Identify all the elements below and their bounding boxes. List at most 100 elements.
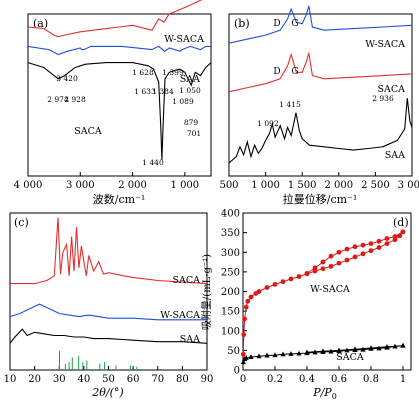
series-label: W-SACA <box>160 310 200 321</box>
data-point <box>384 344 390 349</box>
panel-b-xlabel: 拉曼位移/cm⁻¹ <box>283 192 358 206</box>
x-tick-label: 40 <box>78 374 91 385</box>
peak-annotation: 1 092 <box>257 119 279 128</box>
panel-c-label: (c) <box>14 216 29 229</box>
peak-annotation: 1 628 <box>132 68 154 77</box>
peak-annotation: 1 440 <box>142 158 164 167</box>
peak-annotation: 1 415 <box>279 100 301 109</box>
peak-annotation: 1 399 <box>162 68 184 77</box>
x-tick-label: 2 000 <box>118 180 147 191</box>
peak-annotation: 2 974 <box>47 95 69 104</box>
x-tick-label: 20 <box>28 374 41 385</box>
data-point <box>384 236 390 241</box>
series-label: SAA <box>385 150 405 161</box>
y-tick-label: 400 <box>221 209 240 220</box>
series-label: SACA <box>173 275 201 286</box>
data-point <box>241 332 247 338</box>
panel-d-xlabel-sub: 0 <box>332 392 337 401</box>
series-line <box>27 0 203 38</box>
peak-annotation: 701 <box>187 129 201 138</box>
series-line <box>228 52 413 93</box>
x-tick-label: 50 <box>102 374 115 385</box>
panel-c-xlabel: 2θ/(°) <box>91 386 123 399</box>
data-point <box>256 289 262 294</box>
data-point <box>280 351 286 357</box>
y-tick-label: 300 <box>221 248 240 259</box>
peak-annotation: 1 633 <box>134 87 156 96</box>
x-tick-label: 0.6 <box>331 374 347 385</box>
y-tick-label: 50 <box>227 346 240 357</box>
x-tick-label: 0.4 <box>299 374 315 385</box>
data-point <box>328 348 334 354</box>
data-point <box>344 347 350 353</box>
series-line <box>9 328 208 344</box>
series-line <box>10 217 208 285</box>
x-tick-label: 60 <box>127 374 140 385</box>
data-point <box>320 348 326 354</box>
panel-b-raman: (b) 500 1 000 1 500 2 000 2 500 3 000 W-SACA S… <box>219 5 419 206</box>
data-point <box>344 257 350 263</box>
data-point <box>243 304 249 310</box>
panel-a-frame <box>27 13 212 177</box>
peak-annotation: G <box>291 19 298 29</box>
panel-a-xlabel: 波数/cm⁻¹ <box>93 193 146 206</box>
series-line <box>9 303 207 321</box>
series-label: W-SACA <box>365 39 405 50</box>
series-label: SAA <box>180 74 200 85</box>
x-tick-label: 4 000 <box>14 180 43 191</box>
series-label: SACA <box>336 352 364 363</box>
x-tick-label: 30 <box>53 374 66 385</box>
data-point <box>336 260 342 266</box>
series-line <box>228 98 413 164</box>
x-tick-label: 80 <box>176 374 189 385</box>
data-point <box>320 266 326 272</box>
data-point <box>352 346 358 352</box>
data-point <box>280 279 286 285</box>
data-point <box>240 351 246 357</box>
data-point <box>344 246 350 252</box>
x-tick-label: 3 000 <box>398 180 419 191</box>
data-point <box>288 351 294 356</box>
x-tick-label: 500 <box>219 180 238 191</box>
data-point <box>312 349 318 355</box>
data-point <box>256 353 262 359</box>
series-label: SACA <box>378 84 406 95</box>
x-tick-label: 70 <box>151 374 164 385</box>
panel-a-label: (a) <box>33 17 48 30</box>
data-point <box>272 352 278 358</box>
data-point <box>296 350 302 356</box>
data-point <box>392 343 398 349</box>
data-point <box>397 233 403 239</box>
data-point <box>352 244 358 250</box>
data-point <box>304 349 310 355</box>
data-point <box>384 241 390 247</box>
peak-annotation: G <box>291 67 298 77</box>
data-point <box>376 345 382 351</box>
y-tick-label: 250 <box>221 267 240 278</box>
y-tick-label: 100 <box>221 326 240 337</box>
panel-d-xlabel: P/P0 <box>312 386 337 401</box>
data-point <box>336 347 342 353</box>
y-tick-label: 150 <box>221 307 240 318</box>
data-point <box>320 259 326 265</box>
x-tick-label: 90 <box>201 374 214 385</box>
x-tick-label: 2 000 <box>324 180 353 191</box>
series-line <box>27 45 211 56</box>
data-point <box>368 345 374 351</box>
series-line <box>228 5 413 44</box>
data-point <box>368 248 374 254</box>
x-tick-label: 0 <box>240 374 246 385</box>
panel-c-frame <box>9 212 208 371</box>
peak-annotation: 3 420 <box>56 74 78 83</box>
x-tick-label: 1 000 <box>251 180 280 191</box>
x-tick-label: 0.2 <box>267 374 283 385</box>
data-point <box>392 234 398 239</box>
data-point <box>304 271 310 276</box>
x-tick-label: 1 000 <box>171 180 200 191</box>
panel-b-frame <box>228 13 413 177</box>
series-line <box>27 62 212 160</box>
data-point <box>242 316 248 322</box>
x-tick-label: 1 500 <box>288 180 317 191</box>
peak-annotation: D <box>273 19 280 29</box>
data-point <box>400 229 406 235</box>
